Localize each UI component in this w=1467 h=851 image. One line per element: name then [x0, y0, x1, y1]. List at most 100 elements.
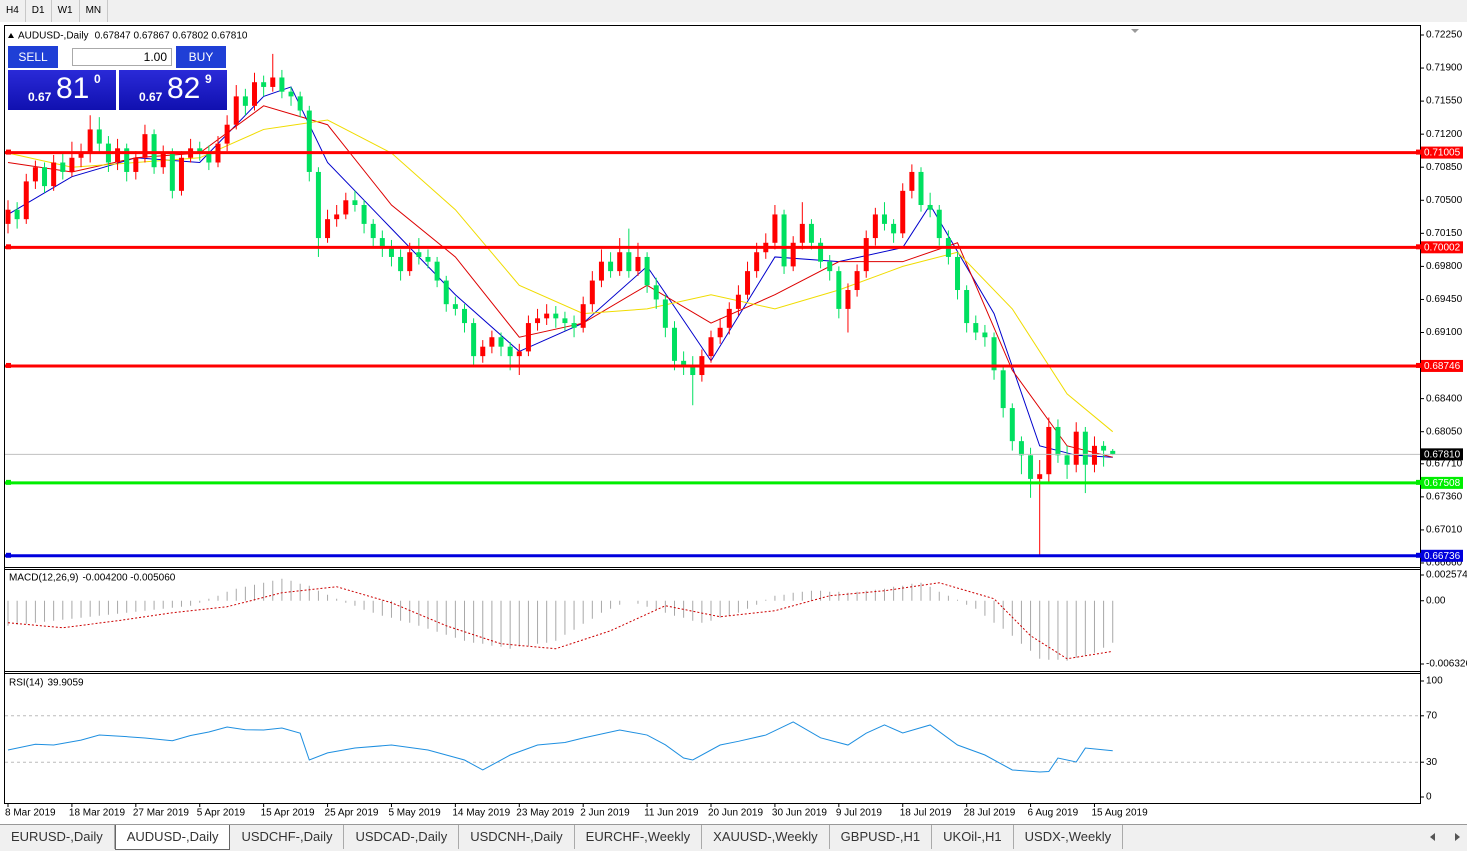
candle-body	[635, 256, 641, 272]
candle-body	[799, 223, 805, 243]
candle-body	[754, 252, 760, 272]
candle-body	[772, 214, 778, 243]
candle-body	[288, 91, 294, 97]
x-tick-label: 2 Jun 2019	[580, 808, 630, 819]
candle-body	[169, 153, 175, 191]
candle-body	[845, 290, 851, 309]
candle-body	[5, 209, 11, 224]
chart-tab[interactable]: GBPUSD-,H1	[830, 825, 933, 849]
candle-body	[352, 200, 358, 206]
candle-body	[507, 346, 513, 357]
indicator-values: -0.004200 -0.005060	[82, 573, 175, 584]
y-tick-label: 0.71900	[1426, 63, 1463, 74]
candle-body	[544, 313, 550, 319]
shift-marker	[1131, 29, 1139, 33]
candle-body	[617, 252, 623, 272]
candle-body	[416, 252, 422, 257]
indicator-title: MACD(12,26,9)	[9, 573, 78, 584]
chart-title: AUDUSD-,Daily	[18, 31, 89, 42]
candle-body	[891, 223, 897, 234]
x-tick-label: 15 Aug 2019	[1091, 808, 1148, 819]
chart-tab[interactable]: XAUUSD-,Weekly	[702, 825, 830, 849]
candle-body	[142, 134, 148, 158]
candle-body	[42, 167, 48, 187]
timeframe-button[interactable]: W1	[52, 0, 80, 22]
price-fraction: 9	[205, 72, 212, 86]
candle-body	[863, 238, 869, 272]
one-click-trading: SELL 1.00 BUY 0.67 81 0 0.67 82 9	[8, 46, 227, 111]
chart-tab[interactable]: EURCHF-,Weekly	[575, 825, 703, 849]
chart-tab[interactable]: USDCAD-,Daily	[344, 825, 460, 849]
x-tick-label: 11 Jun 2019	[644, 808, 699, 819]
candle-body	[653, 285, 659, 300]
candle-body	[973, 323, 979, 333]
level-label-box	[1421, 549, 1463, 562]
level-label: 0.66736	[1424, 551, 1461, 562]
candle-body	[197, 148, 203, 154]
level-label: 0.70002	[1424, 242, 1461, 253]
level-handle	[1416, 362, 1421, 368]
candle-body	[325, 219, 331, 239]
candle-body	[370, 223, 376, 239]
candle-body	[1101, 445, 1107, 451]
lot-input[interactable]: 1.00	[72, 48, 172, 66]
tab-scroll[interactable]	[1425, 830, 1465, 844]
buy-price[interactable]: 0.67 82 9	[119, 70, 227, 110]
y-tick-label: 0.71200	[1426, 129, 1463, 140]
timeframe-button[interactable]: D1	[26, 0, 52, 22]
chart-tab[interactable]: USDCNH-,Daily	[459, 825, 575, 849]
sell-button[interactable]: SELL	[8, 46, 58, 68]
scroll-right[interactable]	[1455, 833, 1460, 841]
candle-body	[443, 280, 449, 305]
chart-tab[interactable]: USDX-,Weekly	[1014, 825, 1124, 849]
candle-body	[918, 171, 924, 206]
chart-tab[interactable]: EURUSD-,Daily	[0, 825, 115, 849]
candle-body	[717, 327, 723, 338]
sell-price[interactable]: 0.67 81 0	[8, 70, 116, 110]
candle-body	[900, 190, 906, 234]
candle-body	[261, 82, 267, 87]
candle-body	[480, 346, 486, 357]
candle-body	[233, 96, 239, 125]
y-tick-label: -0.006326	[1426, 659, 1467, 670]
chart-tab[interactable]: AUDUSD-,Daily	[114, 825, 231, 850]
candle-body	[379, 238, 385, 248]
chart-tab[interactable]: USDCHF-,Daily	[230, 825, 345, 849]
candle-body	[361, 205, 367, 224]
candle-body	[535, 318, 541, 324]
price-prefix: 0.67	[28, 90, 52, 104]
level-handle	[6, 479, 11, 485]
candle-body	[1110, 450, 1116, 455]
y-tick-label: 0.70150	[1426, 228, 1463, 239]
y-tick-label: 0.69450	[1426, 294, 1463, 305]
candle-body	[909, 171, 915, 191]
y-tick-label: 0.70850	[1426, 162, 1463, 173]
buy-button[interactable]: BUY	[176, 46, 226, 68]
candle-body	[1000, 370, 1006, 409]
chart-tabs: EURUSD-,Daily AUDUSD-,Daily USDCHF-,Daily U…	[0, 824, 1467, 851]
level-handle	[6, 552, 11, 558]
candle-body	[580, 304, 586, 328]
candle-body	[398, 256, 404, 272]
chart-tab[interactable]: UKOil-,H1	[932, 825, 1014, 849]
candle-body	[1064, 455, 1070, 465]
price-pips: 82	[167, 72, 201, 105]
y-tick-label: 0.67360	[1426, 492, 1463, 503]
candle-body	[425, 256, 431, 262]
chart: AUDUSD-,Daily 0.67847 0.67867 0.67802 0.…	[0, 22, 1467, 824]
level-handle	[1416, 552, 1421, 558]
candle-body	[644, 256, 650, 286]
candle-body	[955, 256, 961, 291]
candle-body	[681, 360, 687, 366]
candle-body	[662, 299, 668, 328]
x-tick-label: 18 Mar 2019	[69, 808, 126, 819]
candle-body	[489, 337, 495, 347]
y-tick-label: 0.69100	[1426, 327, 1463, 338]
scroll-left[interactable]	[1430, 833, 1435, 841]
timeframe-button[interactable]: H4	[0, 0, 26, 22]
y-tick-label: 100	[1426, 676, 1443, 687]
y-tick-label: 0.72250	[1426, 30, 1463, 41]
x-tick-label: 8 Mar 2019	[5, 808, 56, 819]
y-tick-label: 30	[1426, 757, 1438, 768]
timeframe-button[interactable]: MN	[80, 0, 109, 22]
